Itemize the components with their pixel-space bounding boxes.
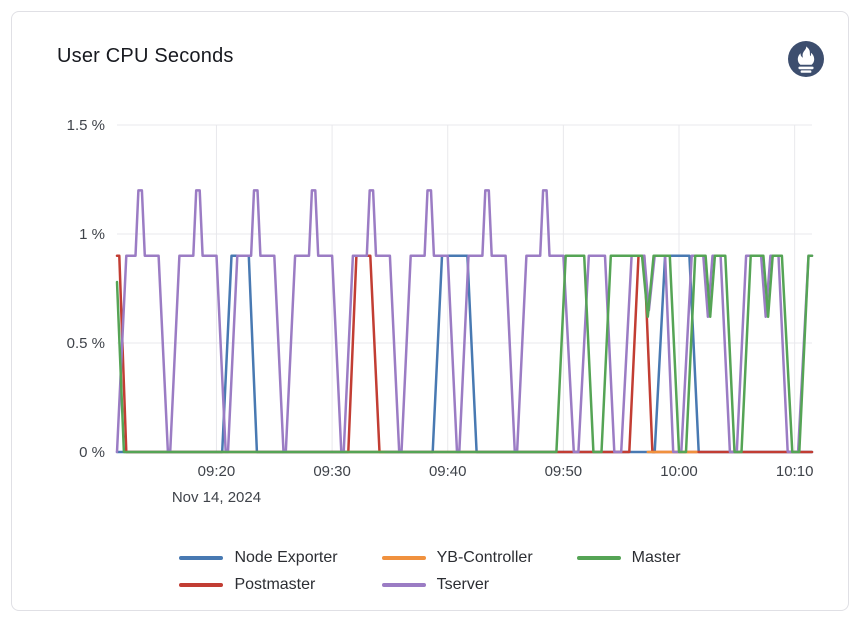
legend-label: Postmaster — [234, 576, 316, 593]
x-axis-date-label: Nov 14, 2024 — [172, 489, 261, 506]
x-tick-label: 09:20 — [198, 463, 236, 480]
page-title: User CPU Seconds — [57, 45, 234, 67]
x-tick-label: 09:50 — [545, 463, 583, 480]
y-tick-label: 0 % — [79, 444, 105, 461]
legend-item-master[interactable]: Master — [576, 549, 681, 566]
legend-item-tserver[interactable]: Tserver — [381, 576, 533, 593]
prometheus-logo-icon — [788, 41, 824, 77]
legend-swatch-master — [576, 556, 621, 560]
series-line-tserver — [115, 189, 814, 454]
legend-label: Tserver — [436, 576, 490, 593]
legend-label: YB-Controller — [436, 549, 533, 566]
x-tick-label: 10:10 — [776, 463, 814, 480]
legend-swatch-yb-controller — [381, 556, 426, 560]
legend-swatch-postmaster — [179, 583, 224, 587]
legend-swatch-tserver — [381, 583, 426, 587]
legend-item-postmaster[interactable]: Postmaster — [179, 577, 337, 593]
y-tick-label: 1 % — [79, 226, 105, 243]
chart-card: User CPU Seconds 0 % 0.5 % 1 % 1.5 % 09:20 09… — [11, 11, 849, 611]
chart-area: 0 % 0.5 % 1 % 1.5 % 09:20 09:30 09:40 09:50 10:0… — [12, 102, 850, 522]
series-line-master — [115, 254, 814, 454]
legend-item-node-exporter[interactable]: Node Exporter — [179, 549, 338, 566]
legend-label: Node Exporter — [234, 549, 338, 566]
legend-item-yb-controller[interactable]: YB-Controller — [381, 549, 533, 566]
legend-label: Master — [631, 549, 681, 566]
legend-swatch-node-exporter — [179, 556, 224, 560]
chart-header: User CPU Seconds — [12, 12, 848, 100]
y-tick-label: 0.5 % — [67, 335, 105, 352]
x-tick-label: 09:30 — [313, 463, 351, 480]
x-tick-label: 10:00 — [660, 463, 698, 480]
x-tick-label: 09:40 — [429, 463, 467, 480]
chart-legend: Node Exporter YB-Controller Master Postmast… — [179, 549, 681, 593]
series-line-node-exporter — [115, 254, 814, 454]
cpu-seconds-chart[interactable]: 0 % 0.5 % 1 % 1.5 % 09:20 09:30 09:40 09:50 10:0… — [12, 102, 850, 522]
y-tick-label: 1.5 % — [67, 117, 105, 134]
